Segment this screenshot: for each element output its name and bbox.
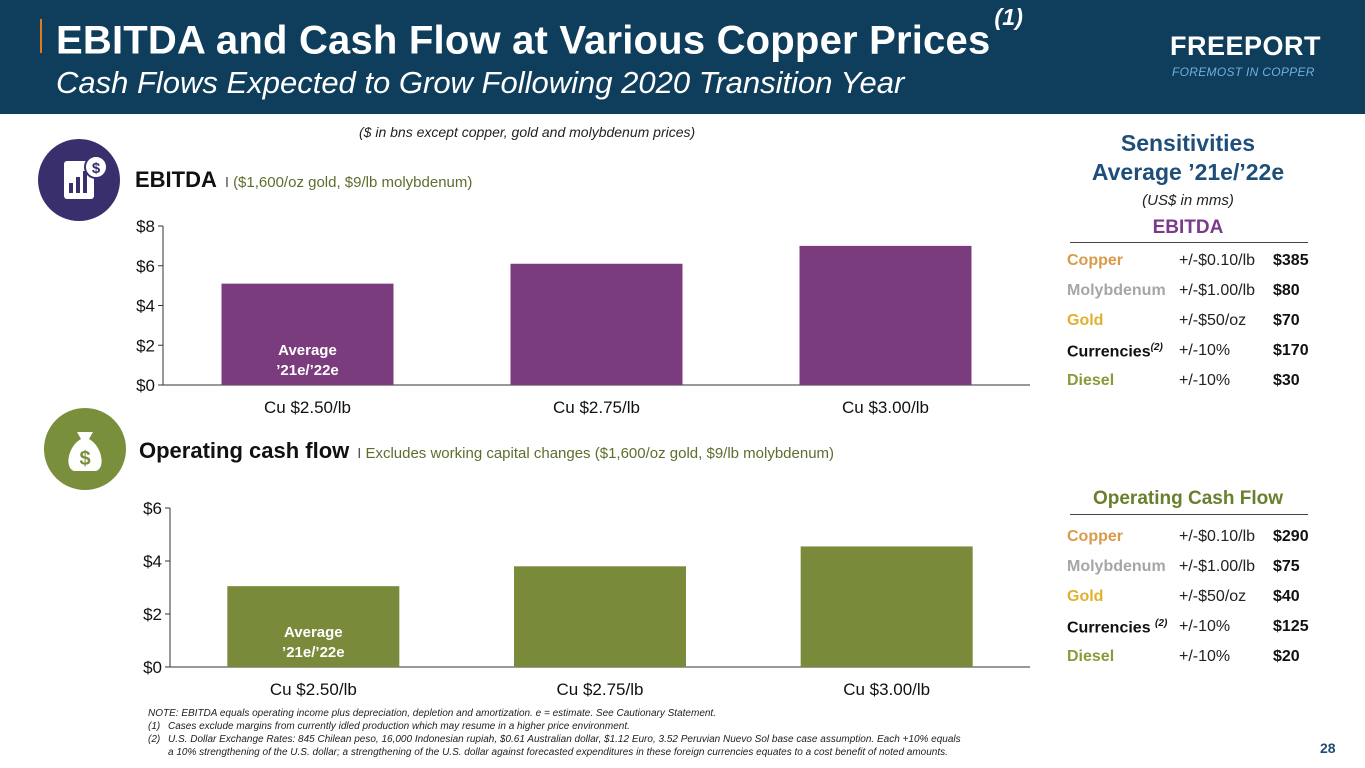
sensitivity-value: $20 [1273, 648, 1300, 665]
sensitivity-row: Molybdenum +/-$1.00/lb $75 [1067, 558, 1317, 580]
footnotes: NOTE: EBITDA equals operating income plu… [148, 707, 961, 759]
page-subtitle: Cash Flows Expected to Grow Following 20… [56, 65, 905, 100]
sensitivity-change: +/-10% [1179, 342, 1231, 359]
sensitivity-row: Currencies(2) +/-10% $170 [1067, 342, 1317, 364]
ocf-bar-chart: $0 $2 $4 $6 Cu $2.50/lb Average ’21e/’22e Cu $2… [143, 499, 1030, 699]
ebitda-bar-chart: $0 $2 $4 $6 $8 Cu $2.50/lb Average ’21e/’22e Cu … [136, 217, 1030, 417]
sensitivity-row: Gold +/-$50/oz $40 [1067, 588, 1317, 610]
bar-3 [799, 245, 972, 385]
sensitivity-change: +/-$1.00/lb [1179, 282, 1256, 299]
page-title: EBITDA and Cash Flow at Various Copper P… [56, 4, 1024, 63]
title-accent-bar [40, 19, 42, 53]
x-category-label: Cu $2.50/lb [264, 398, 351, 417]
footnote-2: (2) U.S. Dollar Exchange Rates: 845 Chile… [148, 734, 961, 745]
x-category-label: Cu $2.50/lb [270, 680, 357, 699]
sensitivity-factor: Currencies(2) [1067, 342, 1163, 361]
heading-separator: I [357, 445, 362, 462]
sensitivity-factor: Molybdenum [1067, 558, 1166, 575]
money-bag-icon: $ [44, 408, 126, 490]
sensitivity-factor: Copper [1067, 528, 1123, 545]
page-number: 28 [1320, 740, 1336, 756]
x-category-label: Cu $3.00/lb [843, 680, 930, 699]
sensitivity-factor: Molybdenum [1067, 282, 1166, 299]
y-tick-label: $4 [136, 297, 155, 316]
bar-1 [227, 586, 400, 667]
sensitivity-factor: Diesel [1067, 648, 1115, 665]
ebitda-assumptions: ($1,600/oz gold, $9/lb molybdenum) [233, 174, 473, 191]
sensitivity-row: Molybdenum +/-$1.00/lb $80 [1067, 282, 1317, 304]
sensitivity-row: Diesel +/-10% $20 [1067, 648, 1317, 670]
bar-annotation: Average [284, 624, 343, 641]
sensitivity-value: $70 [1273, 312, 1300, 329]
sensitivity-change: +/-10% [1179, 648, 1231, 665]
bar-1 [221, 283, 394, 385]
sensitivity-row: Gold +/-$50/oz $70 [1067, 312, 1317, 334]
y-tick-label: $4 [143, 552, 162, 571]
x-category-label: Cu $2.75/lb [557, 680, 644, 699]
bar-3 [800, 546, 973, 667]
sensitivity-row: Copper +/-$0.10/lb $385 [1067, 252, 1317, 274]
svg-text:$: $ [92, 160, 101, 177]
footnote-marker: (2) [1155, 618, 1168, 629]
dollar-chart-icon: $ [38, 139, 120, 221]
bar-2 [514, 566, 686, 667]
sensitivity-value: $40 [1273, 588, 1300, 605]
ebitda-heading: EBITDA I ($1,600/oz gold, $9/lb molybdenum… [135, 167, 473, 192]
y-tick-label: $6 [136, 257, 155, 276]
bar-2 [510, 263, 683, 385]
bar-annotation: ’21e/’22e [282, 644, 345, 661]
sensitivity-row: Currencies (2) +/-10% $125 [1067, 618, 1317, 640]
bar-annotation: ’21e/’22e [276, 362, 339, 379]
sensitivities-title: Sensitivities Average ’21e/’22e [1091, 130, 1285, 185]
y-tick-label: $0 [143, 658, 162, 677]
footnote-2-continued: a 10% strengthening of the U.S. dollar; … [168, 747, 948, 758]
note-main: NOTE: EBITDA equals operating income plu… [148, 708, 716, 719]
svg-text:$: $ [79, 448, 90, 470]
sensitivity-factor: Gold [1067, 312, 1104, 329]
y-tick-label: $2 [136, 336, 155, 355]
bar-annotation: Average [278, 342, 337, 359]
sensitivity-value: $125 [1273, 618, 1309, 635]
ocf-heading: Operating cash flow I Excludes working cap… [139, 438, 835, 463]
sensitivity-change: +/-$0.10/lb [1179, 252, 1256, 269]
heading-separator: I [224, 174, 230, 191]
sensitivity-factor: Diesel [1067, 372, 1115, 389]
x-category-label: Cu $2.75/lb [553, 398, 640, 417]
footnote-marker: (2) [1150, 342, 1163, 353]
y-tick-label: $2 [143, 605, 162, 624]
y-tick-label: $6 [143, 499, 162, 518]
y-tick-label: $0 [136, 376, 155, 395]
sensitivity-factor: Copper [1067, 252, 1123, 269]
divider [1070, 514, 1308, 515]
y-tick-label: $8 [136, 217, 155, 236]
sensitivity-change: +/-$1.00/lb [1179, 558, 1256, 575]
ocf-sensitivity-heading: Operating Cash Flow [1092, 488, 1284, 509]
sensitivity-change: +/-10% [1179, 372, 1231, 389]
sensitivity-row: Diesel +/-10% $30 [1067, 372, 1317, 394]
sensitivity-value: $30 [1273, 372, 1300, 389]
title-banner: EBITDA and Cash Flow at Various Copper P… [0, 0, 1365, 114]
sensitivity-factor: Gold [1067, 588, 1104, 605]
ocf-assumptions: Excludes working capital changes ($1,600… [365, 445, 835, 462]
company-tagline: FOREMOST IN COPPER [1172, 65, 1315, 79]
x-category-label: Cu $3.00/lb [842, 398, 929, 417]
divider [1070, 242, 1308, 243]
sensitivity-value: $290 [1273, 528, 1309, 545]
sensitivities-units: (US$ in mms) [1142, 192, 1234, 209]
sensitivity-value: $75 [1273, 558, 1300, 575]
sensitivity-factor: Currencies (2) [1067, 618, 1168, 637]
sensitivity-value: $385 [1273, 252, 1309, 269]
ebitda-sensitivity-heading: EBITDA [1152, 217, 1224, 238]
units-note: ($ in bns except copper, gold and molybd… [359, 124, 696, 140]
title-footnote-marker: (1) [994, 4, 1024, 30]
footnote-1: (1) Cases exclude margins from currently … [148, 721, 630, 732]
company-logo: FREEPORT [1170, 31, 1322, 61]
sensitivity-value: $80 [1273, 282, 1300, 299]
sensitivity-value: $170 [1273, 342, 1309, 359]
sensitivity-row: Copper +/-$0.10/lb $290 [1067, 528, 1317, 550]
sensitivity-change: +/-$50/oz [1179, 312, 1247, 329]
sensitivity-change: +/-$50/oz [1179, 588, 1247, 605]
sensitivity-change: +/-10% [1179, 618, 1231, 635]
sensitivity-change: +/-$0.10/lb [1179, 528, 1256, 545]
